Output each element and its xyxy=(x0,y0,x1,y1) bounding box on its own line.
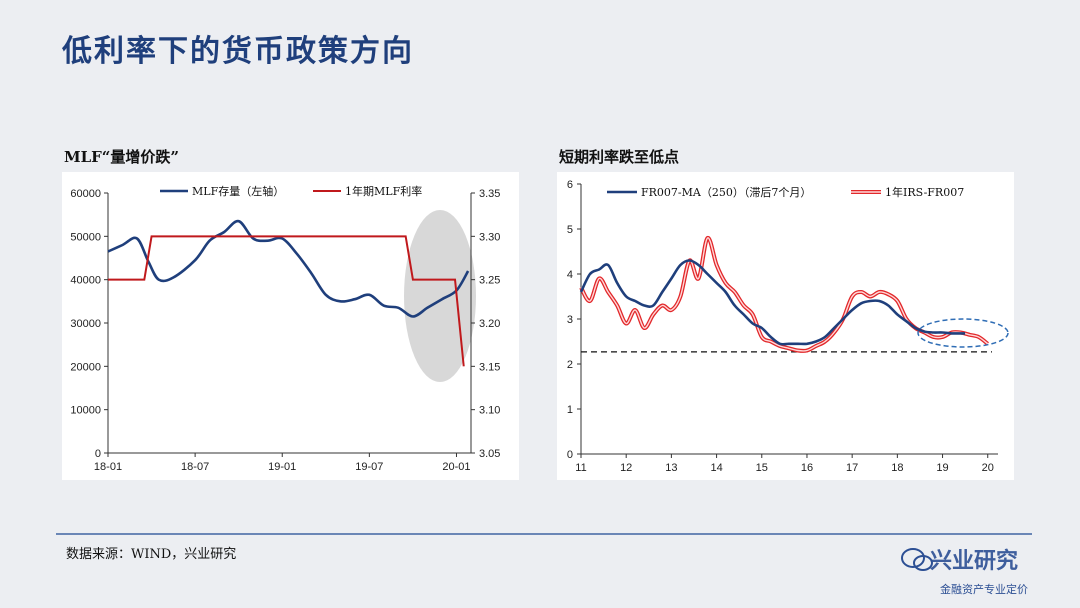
x-tick-label: 18-01 xyxy=(94,461,122,473)
y-tick-label: 1 xyxy=(567,404,573,416)
y-right-tick-label: 3.15 xyxy=(479,361,500,373)
y-right-tick-label: 3.05 xyxy=(479,448,500,460)
rate-chart-panel: 0 1 2 3 4 5 6 11 12 13 14 15 16 17 18 19 20 FR007-MA（250）… xyxy=(557,172,1014,480)
x-tick-label: 18-07 xyxy=(181,461,209,473)
mlf-rate-line xyxy=(108,235,465,367)
highlight-dashed-ellipse xyxy=(917,318,1009,348)
x-tick-label: 17 xyxy=(846,462,858,474)
right-chart-title: 短期利率跌至低点 xyxy=(559,148,680,166)
y-tick-label: 0 xyxy=(567,449,573,461)
y-left-tick-label: 20000 xyxy=(70,361,101,373)
x-tick-label: 16 xyxy=(801,462,813,474)
mlf-balance-line xyxy=(107,219,470,318)
x-tick-label: 19-07 xyxy=(355,461,383,473)
legend-irs-label: 1年IRS-FR007 xyxy=(885,185,964,199)
highlight-ellipse xyxy=(404,210,476,382)
y-right-tick-label: 3.10 xyxy=(479,405,500,417)
wechat-logo-icon xyxy=(900,546,934,578)
fr007-ma-line xyxy=(579,259,966,346)
y-right-tick-label: 3.30 xyxy=(479,231,500,243)
y-left-tick-label: 10000 xyxy=(70,405,101,417)
y-left-tick-label: 60000 xyxy=(70,188,101,200)
y-tick-label: 6 xyxy=(567,179,573,191)
y-tick-label: 4 xyxy=(567,269,573,281)
y-tick-label: 3 xyxy=(567,314,573,326)
footer-divider xyxy=(56,533,1032,535)
watermark-subtext: 金融资产专业定价 xyxy=(940,583,1028,596)
left-chart-title: MLF“量增价跌” xyxy=(64,148,180,166)
x-tick-label: 18 xyxy=(891,462,903,474)
y-right-tick-label: 3.35 xyxy=(479,188,500,200)
x-tick-label: 13 xyxy=(665,462,677,474)
x-tick-label: 12 xyxy=(620,462,632,474)
y-left-tick-label: 40000 xyxy=(70,275,101,287)
y-left-tick-label: 30000 xyxy=(70,318,101,330)
mlf-chart-panel: 0 10000 20000 30000 40000 50000 60000 3.05 3.10 3… xyxy=(62,172,519,480)
x-tick-label: 19 xyxy=(936,462,948,474)
legend-mlf-balance-label: MLF存量（左轴） xyxy=(192,184,284,198)
x-tick-label: 19-01 xyxy=(268,461,296,473)
irs-line-inner xyxy=(580,237,989,352)
y-left-tick-label: 0 xyxy=(95,448,101,460)
y-tick-label: 2 xyxy=(567,359,573,371)
legend-fr007-label: FR007-MA（250）（滞后7个月） xyxy=(641,186,811,199)
x-tick-label: 20-01 xyxy=(442,461,470,473)
x-tick-label: 14 xyxy=(710,462,722,474)
watermark-text: 兴业研究 xyxy=(930,549,1019,574)
y-left-tick-label: 50000 xyxy=(70,231,101,243)
x-tick-label: 15 xyxy=(756,462,768,474)
y-right-tick-label: 3.25 xyxy=(479,275,500,287)
data-source: 数据来源：WIND，兴业研究 xyxy=(66,547,237,562)
mlf-chart: 0 10000 20000 30000 40000 50000 60000 3.05 3.10 3… xyxy=(70,184,500,473)
x-tick-label: 20 xyxy=(982,462,994,474)
legend-mlf-rate-label: 1年期MLF利率 xyxy=(345,184,422,198)
slide-title: 低利率下的货币政策方向 xyxy=(62,34,414,69)
y-tick-label: 5 xyxy=(567,224,573,236)
x-tick-label: 11 xyxy=(575,462,586,474)
y-right-tick-label: 3.20 xyxy=(479,318,500,330)
